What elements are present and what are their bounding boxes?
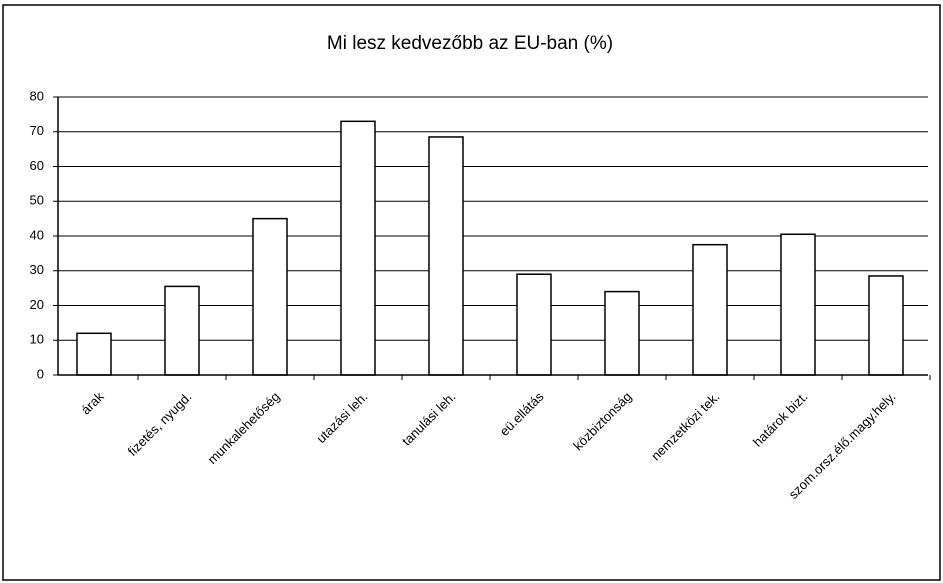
bar — [428, 136, 464, 376]
y-tick-label: 30 — [30, 262, 44, 277]
y-tick-label: 0 — [37, 366, 44, 381]
y-tick-label: 20 — [30, 297, 44, 312]
y-tick-label: 70 — [30, 123, 44, 138]
bar — [516, 273, 552, 376]
y-tick-label: 60 — [30, 158, 44, 173]
bar — [780, 233, 816, 376]
bar — [692, 243, 728, 376]
bar — [252, 217, 288, 376]
y-tick-label: 50 — [30, 193, 44, 208]
y-tick-label: 80 — [30, 88, 44, 103]
bar — [868, 275, 904, 376]
chart-title: Mi lesz kedvezőbb az EU-ban (%) — [327, 33, 613, 54]
bar — [164, 285, 200, 376]
bar — [340, 120, 376, 376]
y-tick-label: 10 — [30, 332, 44, 347]
bar — [604, 290, 640, 376]
bar — [76, 332, 112, 376]
y-tick-label: 40 — [30, 227, 44, 242]
